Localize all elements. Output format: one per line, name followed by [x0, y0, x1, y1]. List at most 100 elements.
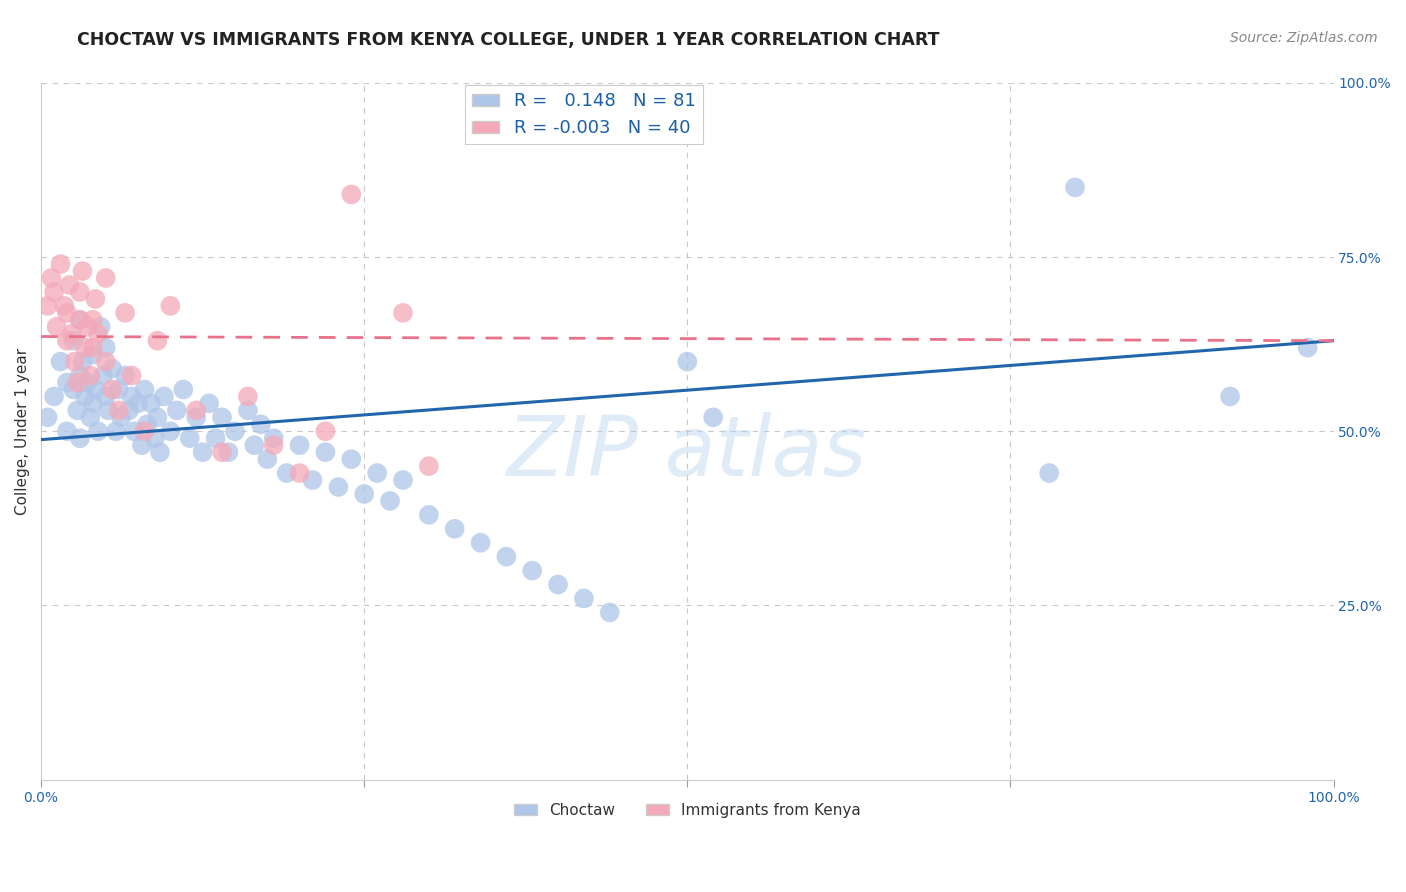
Point — [243, 438, 266, 452]
Point — [66, 403, 89, 417]
Point — [134, 383, 156, 397]
Point — [87, 424, 110, 438]
Point — [288, 466, 311, 480]
Point — [82, 341, 104, 355]
Point — [49, 354, 72, 368]
Point — [143, 431, 166, 445]
Point — [211, 410, 233, 425]
Point — [91, 368, 114, 383]
Point — [211, 445, 233, 459]
Point — [97, 403, 120, 417]
Point — [418, 459, 440, 474]
Point — [87, 326, 110, 341]
Point — [42, 285, 65, 299]
Point — [69, 313, 91, 327]
Point — [101, 361, 124, 376]
Point — [63, 354, 86, 368]
Point — [159, 299, 181, 313]
Point — [353, 487, 375, 501]
Point — [76, 319, 98, 334]
Point — [60, 326, 83, 341]
Point — [256, 452, 278, 467]
Point — [94, 341, 117, 355]
Point — [127, 396, 149, 410]
Point — [107, 403, 129, 417]
Point — [572, 591, 595, 606]
Point — [599, 606, 621, 620]
Point — [547, 577, 569, 591]
Point — [172, 383, 194, 397]
Point — [114, 368, 136, 383]
Point — [69, 285, 91, 299]
Point — [702, 410, 724, 425]
Point — [69, 313, 91, 327]
Point — [84, 292, 107, 306]
Point — [58, 277, 80, 292]
Y-axis label: College, Under 1 year: College, Under 1 year — [15, 348, 30, 515]
Point — [340, 452, 363, 467]
Point — [149, 445, 172, 459]
Point — [62, 383, 84, 397]
Point — [53, 299, 76, 313]
Point — [121, 368, 143, 383]
Point — [79, 410, 101, 425]
Point — [56, 424, 79, 438]
Point — [328, 480, 350, 494]
Point — [69, 368, 91, 383]
Point — [378, 494, 401, 508]
Point — [263, 431, 285, 445]
Point — [250, 417, 273, 432]
Point — [90, 319, 112, 334]
Point — [676, 354, 699, 368]
Point — [146, 410, 169, 425]
Point — [94, 271, 117, 285]
Point — [159, 424, 181, 438]
Point — [443, 522, 465, 536]
Point — [198, 396, 221, 410]
Point — [522, 564, 544, 578]
Point — [418, 508, 440, 522]
Point — [224, 424, 246, 438]
Point — [263, 438, 285, 452]
Text: Source: ZipAtlas.com: Source: ZipAtlas.com — [1230, 31, 1378, 45]
Point — [392, 306, 415, 320]
Point — [134, 424, 156, 438]
Point — [470, 535, 492, 549]
Point — [1219, 389, 1241, 403]
Point — [73, 389, 96, 403]
Point — [66, 376, 89, 390]
Point — [186, 403, 208, 417]
Point — [1064, 180, 1087, 194]
Point — [236, 389, 259, 403]
Point — [314, 445, 336, 459]
Point — [191, 445, 214, 459]
Point — [495, 549, 517, 564]
Point — [72, 354, 94, 368]
Point — [218, 445, 240, 459]
Point — [62, 334, 84, 348]
Point — [110, 410, 132, 425]
Point — [84, 383, 107, 397]
Point — [392, 473, 415, 487]
Point — [236, 403, 259, 417]
Point — [107, 383, 129, 397]
Point — [139, 396, 162, 410]
Point — [94, 389, 117, 403]
Point — [204, 431, 226, 445]
Point — [1296, 341, 1319, 355]
Point — [122, 424, 145, 438]
Point — [1038, 466, 1060, 480]
Point — [105, 424, 128, 438]
Point — [179, 431, 201, 445]
Point — [186, 410, 208, 425]
Point — [146, 334, 169, 348]
Point — [42, 389, 65, 403]
Point — [288, 438, 311, 452]
Point — [131, 438, 153, 452]
Text: ZIP atlas: ZIP atlas — [508, 412, 868, 492]
Point — [340, 187, 363, 202]
Legend: Choctaw, Immigrants from Kenya: Choctaw, Immigrants from Kenya — [508, 797, 866, 824]
Point — [69, 431, 91, 445]
Point — [56, 334, 79, 348]
Point — [37, 410, 59, 425]
